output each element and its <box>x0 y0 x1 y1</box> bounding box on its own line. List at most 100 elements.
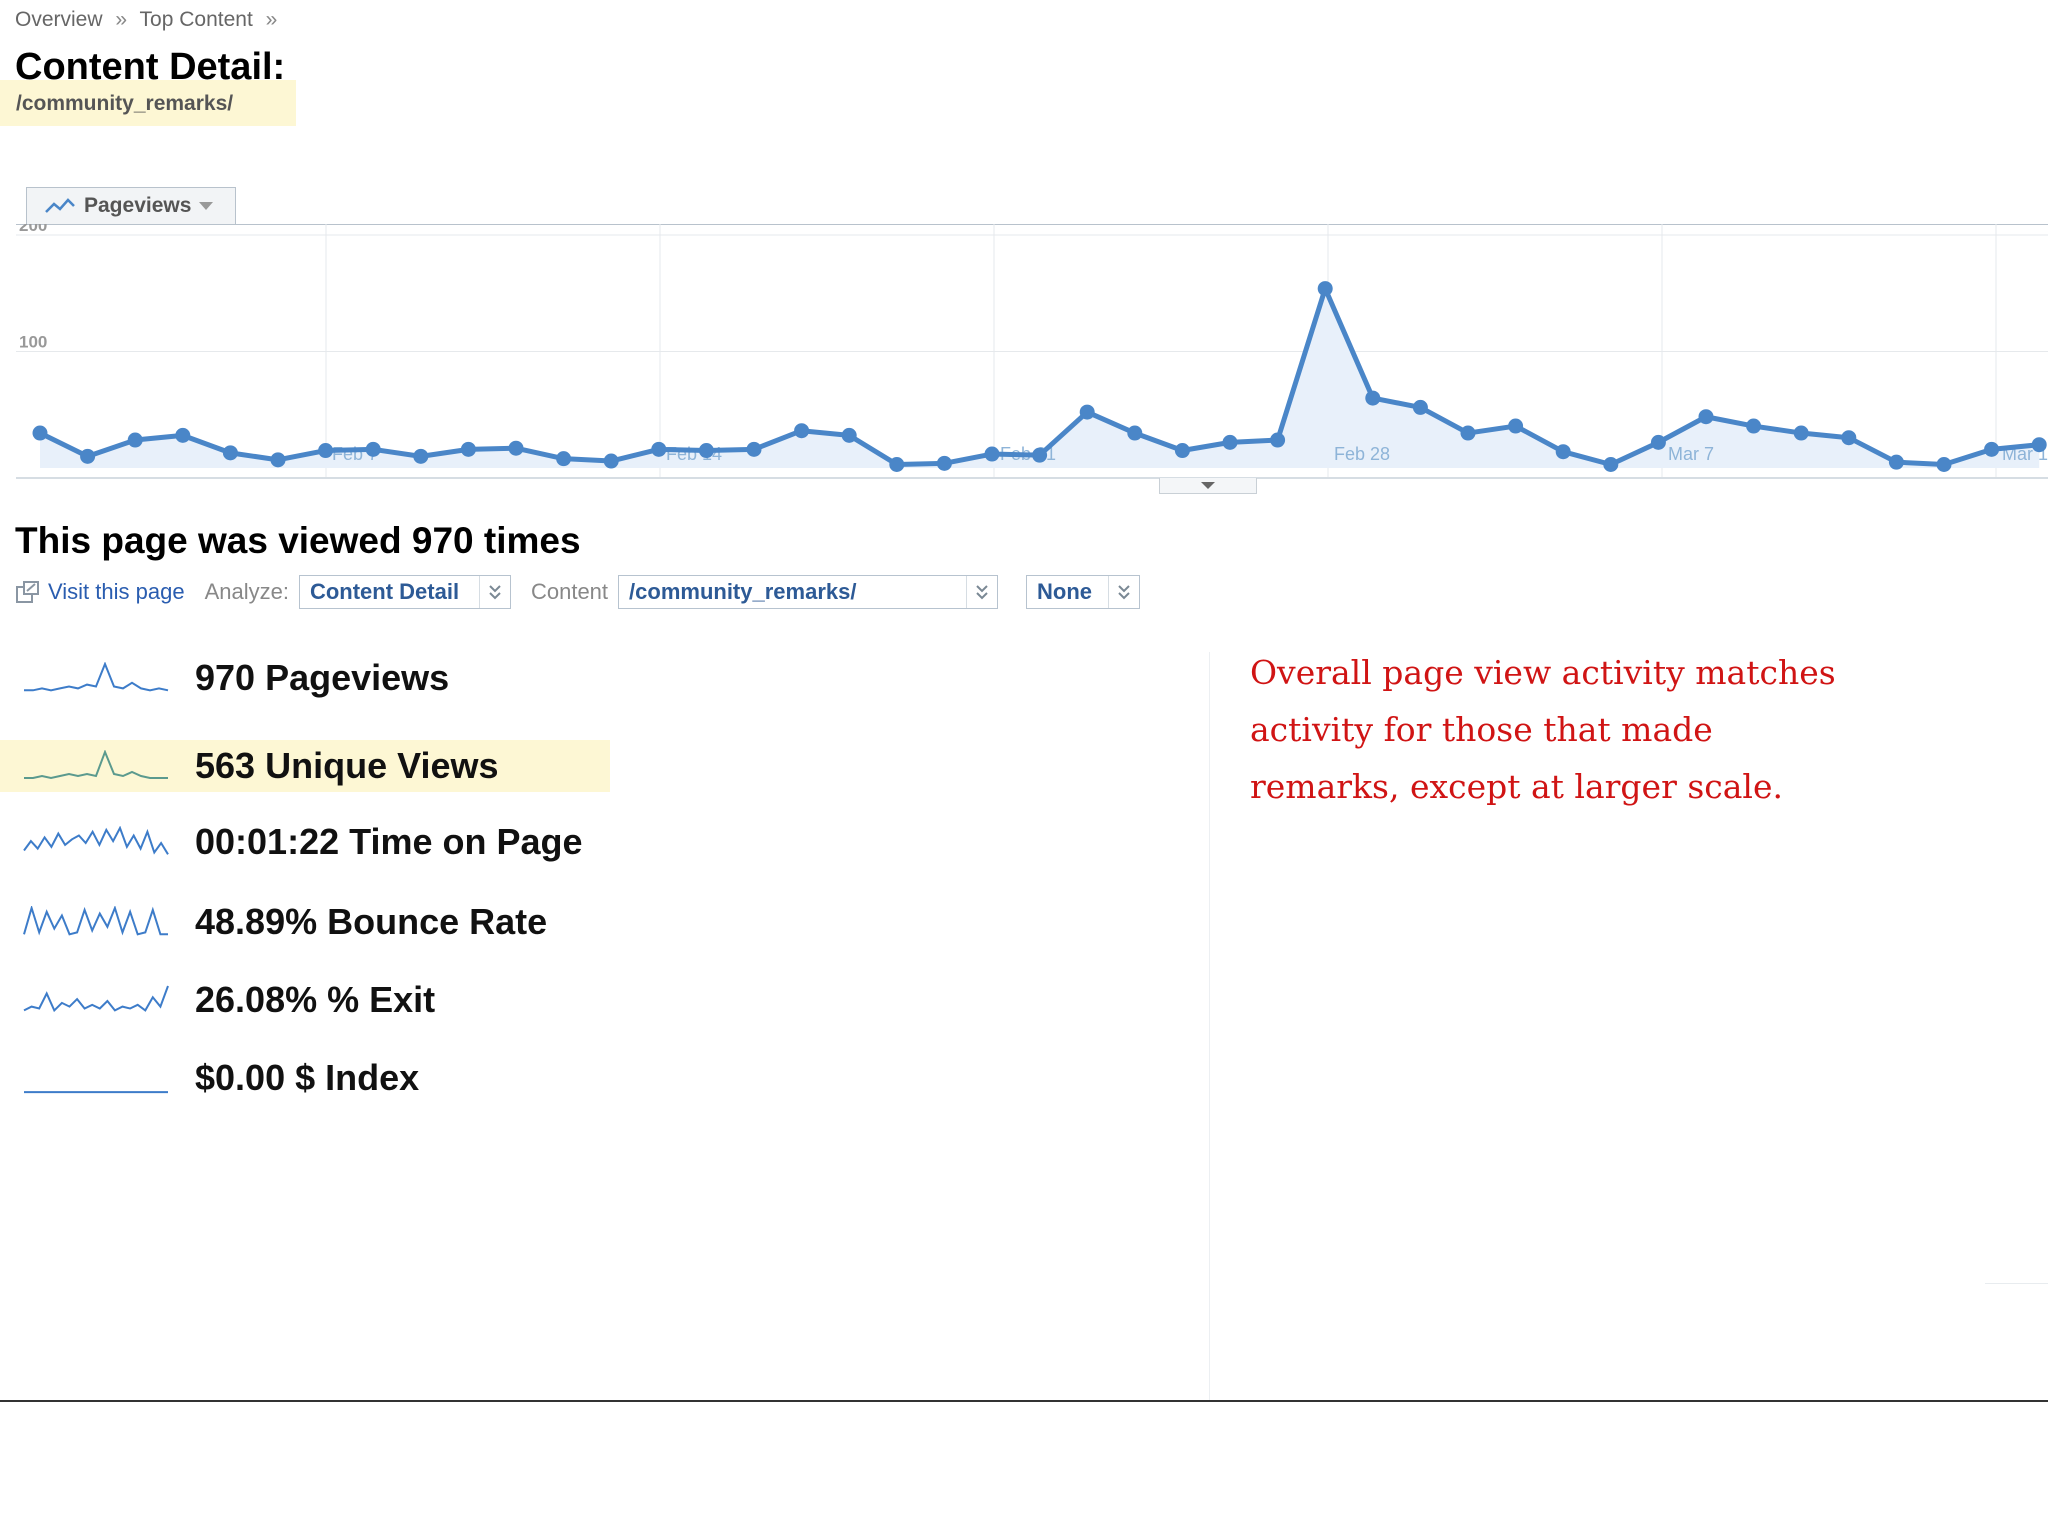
segment-select[interactable]: None <box>1026 575 1141 609</box>
analyze-select[interactable]: Content Detail <box>298 575 511 609</box>
data-point <box>1174 443 1190 459</box>
data-point <box>508 440 524 456</box>
chart-top-border <box>16 224 2048 225</box>
metric-value: 48.89% Bounce Rate <box>195 901 548 942</box>
metric-selector-label: Pageviews <box>84 194 192 217</box>
data-point <box>1365 390 1381 406</box>
content-select[interactable]: /community_remarks/ <box>618 575 999 609</box>
chart-collapse-handle[interactable] <box>1159 478 1257 494</box>
page-title: Content Detail: <box>15 46 286 88</box>
column-divider <box>1209 652 1210 1400</box>
data-point <box>222 445 238 461</box>
breadcrumb-top-content[interactable]: Top Content <box>139 8 253 31</box>
line-chart-icon <box>45 198 75 213</box>
metric-row-pageviews[interactable]: 970 Pageviews <box>0 652 610 704</box>
analyze-select-value: Content Detail <box>309 579 460 604</box>
double-chevron-icon <box>966 576 997 608</box>
metric-value: 970 Pageviews <box>195 657 450 698</box>
data-point <box>80 448 96 464</box>
triangle-down-icon <box>1201 482 1215 489</box>
visit-page-link[interactable]: Visit this page <box>15 579 185 605</box>
data-point <box>889 457 905 473</box>
data-point <box>1555 444 1571 460</box>
breadcrumb-separator: » <box>265 8 278 31</box>
sparkline <box>23 985 169 1013</box>
data-point <box>460 441 476 457</box>
y-tick-label: 100 <box>19 333 47 352</box>
segment-select-value: None <box>1037 579 1093 604</box>
data-point <box>603 453 619 469</box>
data-point <box>1270 432 1286 448</box>
content-label: Content <box>530 579 609 604</box>
sparkline-path <box>23 985 169 1013</box>
data-point <box>1079 404 1095 420</box>
chart-bottom-border <box>16 477 2048 479</box>
data-point <box>32 425 48 441</box>
metric-selector-tab[interactable]: Pageviews <box>26 187 236 224</box>
chevron-down-icon <box>199 202 214 210</box>
data-point <box>841 427 857 443</box>
sparkline <box>24 662 169 692</box>
data-point <box>1127 425 1143 441</box>
metric-row-dollar-index[interactable]: $0.00 $ Index <box>0 1052 610 1104</box>
data-point <box>1317 281 1333 297</box>
x-tick-label: Mar 7 <box>1668 444 1714 464</box>
title-block: Content Detail: /community_remarks/ <box>0 40 296 126</box>
breadcrumb-overview[interactable]: Overview <box>15 8 103 31</box>
visit-page-label: Visit this page <box>48 579 185 604</box>
data-point <box>1032 447 1048 463</box>
sparkline <box>23 906 168 936</box>
data-point <box>1698 409 1714 425</box>
data-point <box>1603 457 1619 473</box>
sparkline <box>24 1091 168 1094</box>
x-tick-label: Feb 14 <box>666 444 722 464</box>
sparkline <box>23 826 169 855</box>
double-chevron-icon <box>1108 576 1139 608</box>
data-point <box>1936 457 1952 473</box>
external-link-icon <box>16 580 39 603</box>
metric-value: 26.08% % Exit <box>195 979 436 1020</box>
data-point <box>1841 430 1857 446</box>
data-point <box>556 451 572 467</box>
metric-row-time-on-page[interactable]: 00:01:22 Time on Page <box>0 816 610 868</box>
metric-value: 563 Unique Views <box>195 745 499 786</box>
data-point <box>270 452 286 468</box>
analyze-label: Analyze: <box>204 579 289 604</box>
data-point <box>2031 437 2047 453</box>
data-point <box>127 432 143 448</box>
bottom-rule <box>0 1400 2048 1402</box>
metric-row-unique-views[interactable]: 563 Unique Views <box>0 740 610 792</box>
data-point <box>175 427 191 443</box>
data-point <box>1508 418 1524 434</box>
metric-value: $0.00 $ Index <box>195 1057 420 1098</box>
data-point <box>1746 418 1762 434</box>
sparkline-path <box>24 662 169 692</box>
data-point <box>413 448 429 464</box>
data-point <box>1888 454 1904 470</box>
metric-row-bounce-rate[interactable]: 48.89% Bounce Rate <box>0 896 610 948</box>
annotation-note: Overall page view activity matches activ… <box>1250 653 1836 806</box>
metric-value: 00:01:22 Time on Page <box>195 821 583 862</box>
metric-row-exit[interactable]: 26.08% % Exit <box>0 974 610 1026</box>
sparkline-path <box>23 906 168 936</box>
series-area <box>40 288 2040 468</box>
data-point <box>1793 425 1809 441</box>
subtitle-highlight <box>0 80 296 126</box>
sparkline <box>24 750 168 780</box>
breadcrumb-separator: » <box>115 8 128 31</box>
data-point <box>936 455 952 471</box>
page-subtitle: /community_remarks/ <box>16 92 234 115</box>
data-point <box>365 441 381 457</box>
data-point <box>984 446 1000 462</box>
data-point <box>1650 434 1666 450</box>
breadcrumb: Overview » Top Content » <box>15 8 284 32</box>
data-point <box>318 443 334 459</box>
data-point <box>1460 425 1476 441</box>
content-select-value: /community_remarks/ <box>629 579 857 604</box>
x-tick-label: Feb 28 <box>1334 444 1390 464</box>
sparkline-path <box>24 750 168 780</box>
data-point <box>1412 399 1428 415</box>
